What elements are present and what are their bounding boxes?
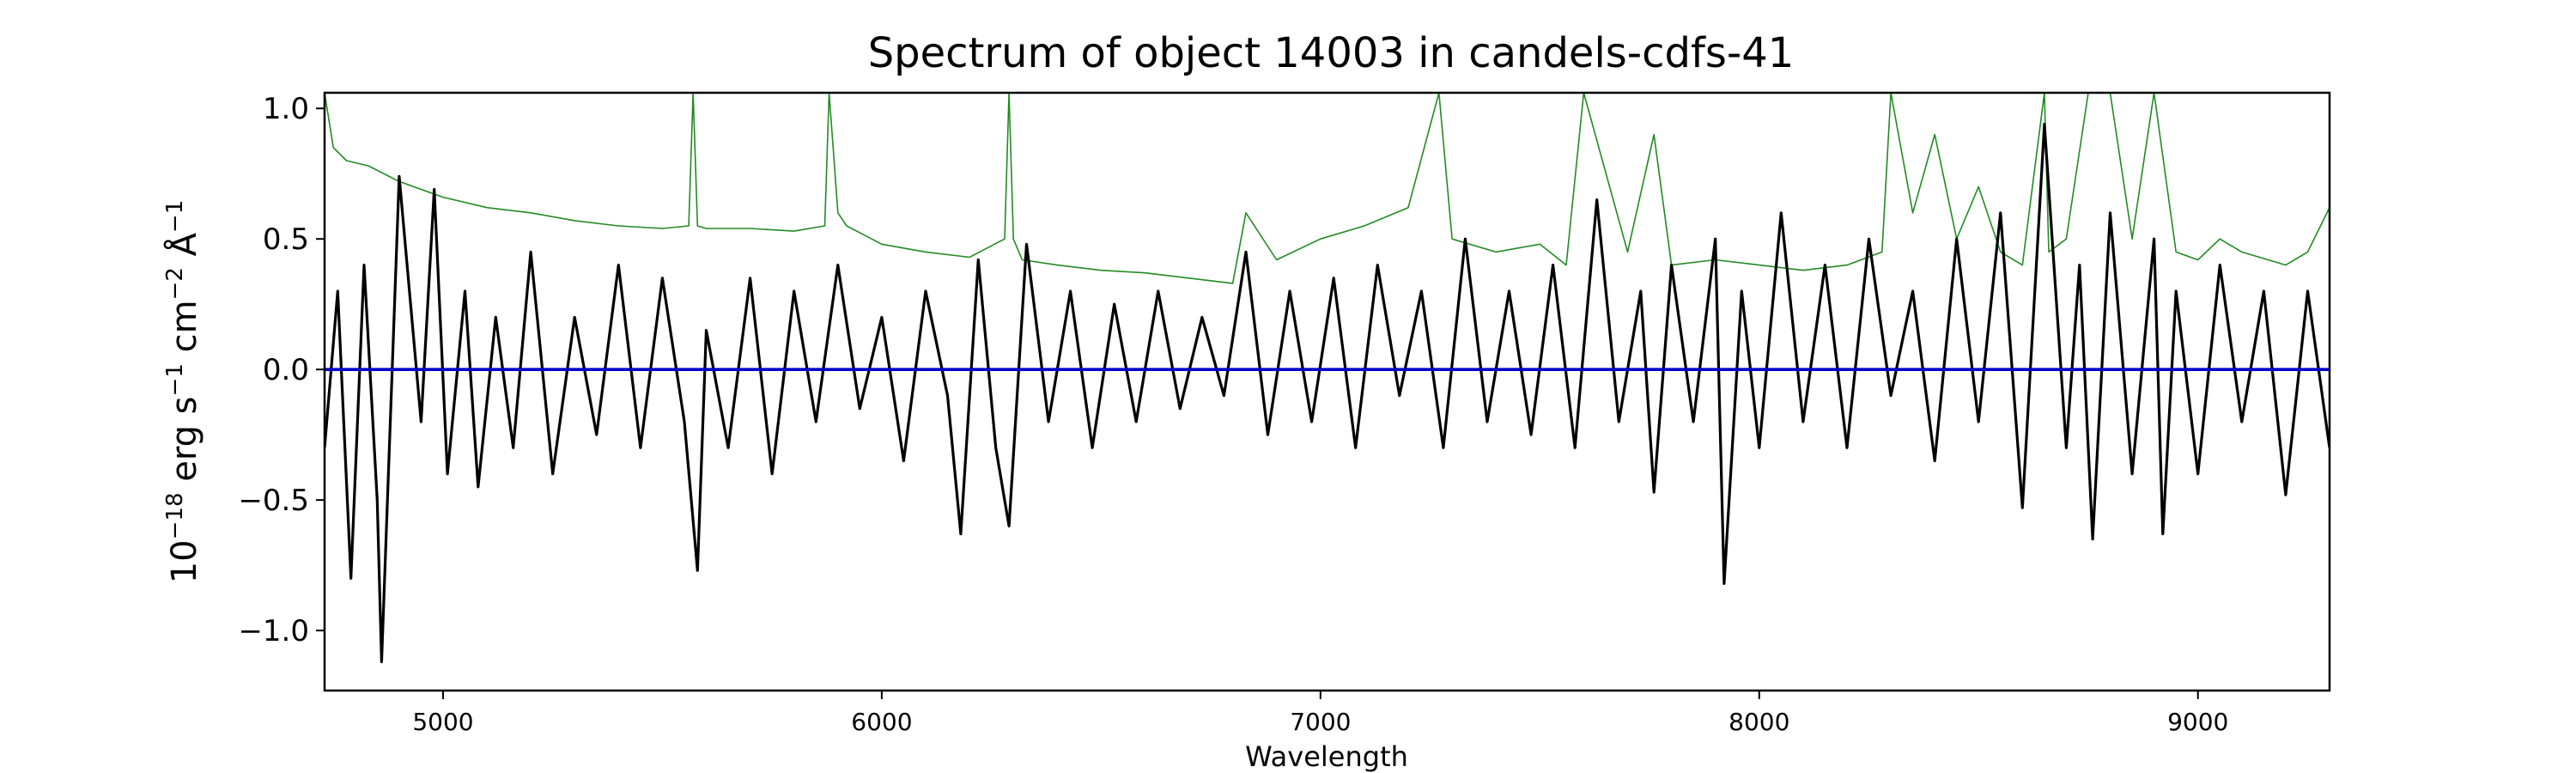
y-tick-label: 0.0 [263, 353, 309, 387]
y-axis-label: 10−18 erg s−1 cm−2 Å−1 [162, 200, 204, 584]
y-tick-label: −1.0 [238, 614, 309, 648]
plot-frame [323, 91, 2331, 692]
flux-series-line [325, 122, 2330, 664]
x-tick-label: 8000 [1728, 708, 1789, 736]
x-tick-label: 7000 [1290, 708, 1351, 736]
x-tick-label: 9000 [2167, 708, 2228, 736]
error-series-line [325, 93, 2330, 284]
y-tick-label: 0.5 [263, 222, 309, 257]
x-tick-label: 6000 [851, 708, 912, 736]
chart-title: Spectrum of object 14003 in candels-cdfs… [868, 29, 1795, 77]
y-axis: −1.0 −0.5 0.0 0.5 1.0 [238, 92, 325, 648]
y-tick-label: −0.5 [238, 484, 309, 518]
x-axis-label: Wavelength [1245, 740, 1408, 773]
x-tick-label: 5000 [412, 708, 473, 736]
y-tick-label: 1.0 [263, 92, 309, 126]
plot-area [323, 91, 2331, 692]
x-axis: 5000 6000 7000 8000 9000 [412, 691, 2228, 736]
